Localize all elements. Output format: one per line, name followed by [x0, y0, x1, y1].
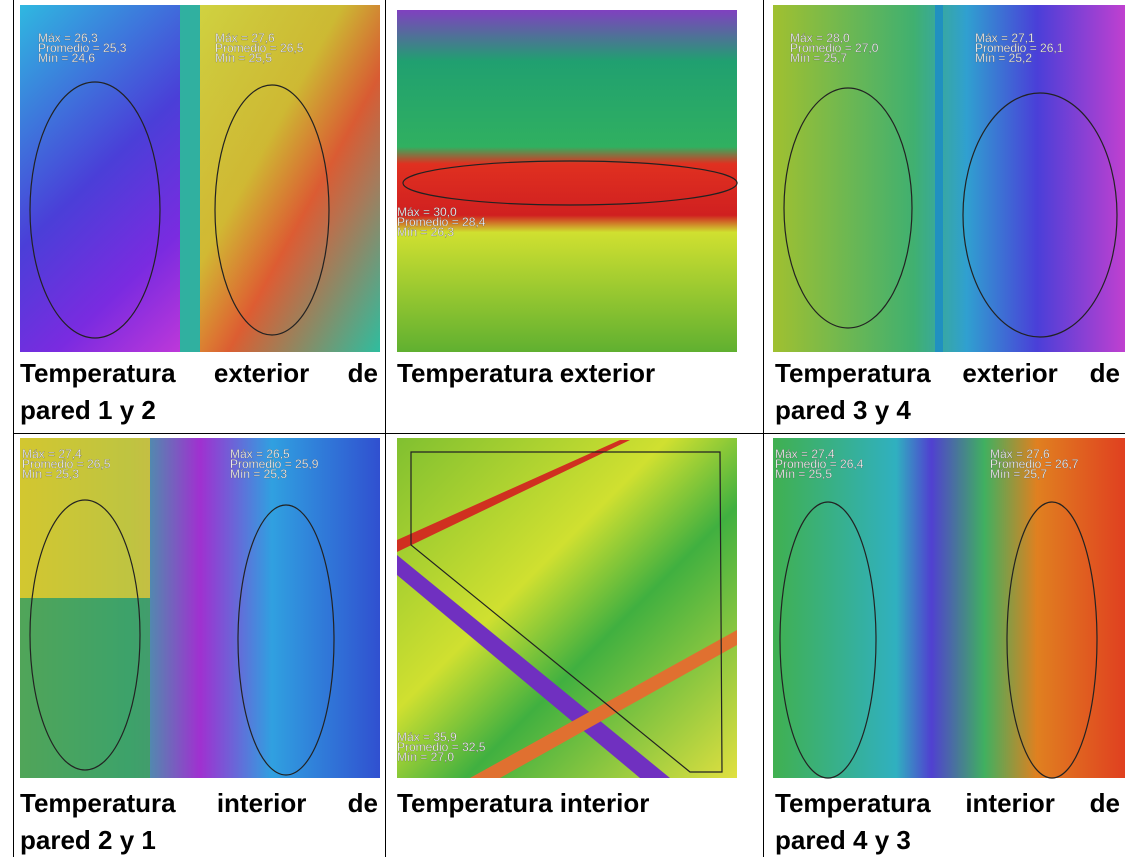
- readout: Máx = 27,1: [975, 31, 1035, 45]
- readout: Mín = 25,5: [215, 51, 272, 65]
- readout: Máx = 27,4: [22, 447, 82, 461]
- measurement-ellipse: [402, 160, 738, 206]
- measurement-ellipse: [779, 501, 877, 779]
- readout: Mín = 25,3: [230, 467, 287, 481]
- readout: Promedio = 32,5: [397, 740, 486, 754]
- measurement-ellipse: [962, 92, 1118, 338]
- readout: Máx = 28,0: [790, 31, 850, 45]
- caption: Temperatura interior de pared 4 y 3: [775, 788, 1120, 855]
- table-borders: [13, 0, 1125, 857]
- readout: Máx = 30,0: [397, 205, 457, 219]
- measurement-ellipse: [214, 84, 330, 336]
- measurement-ellipse: [1006, 501, 1098, 779]
- readout: Mín = 24,6: [38, 51, 95, 65]
- caption: Temperatura exterior de pared 3 y 4: [775, 358, 1120, 425]
- readout: Mín = 25,3: [22, 467, 79, 481]
- readout: Promedio = 26,5: [22, 457, 111, 471]
- thermal-region: [20, 598, 150, 778]
- readout: Promedio = 26,5: [215, 41, 304, 55]
- measurement-polygon: [410, 451, 723, 773]
- thermal-images: [20, 5, 1125, 778]
- readout: Máx = 27,4: [775, 447, 835, 461]
- readout: Máx = 35,9: [397, 730, 457, 744]
- thermal-region: [470, 630, 737, 778]
- caption: Temperatura interior de pared 2 y 1: [20, 788, 378, 855]
- readout: Mín = 25,5: [775, 467, 832, 481]
- readout: Promedio = 25,9: [230, 457, 319, 471]
- thermal-region: [20, 438, 150, 598]
- readout: Máx = 26,5: [230, 447, 290, 461]
- readout: Promedio = 26,7: [990, 457, 1079, 471]
- measurement-ellipse: [29, 499, 141, 771]
- measurement-ellipse: [237, 504, 335, 776]
- measurement-ellipse: [29, 81, 161, 339]
- readout: Mín = 27,0: [397, 750, 454, 764]
- readout: Promedio = 26,4: [775, 457, 864, 471]
- readout: Mín = 25,7: [990, 467, 1047, 481]
- readout: Mín = 25,7: [790, 51, 847, 65]
- thermal-region: [190, 5, 380, 352]
- measurement-ellipse: [783, 87, 913, 329]
- caption: Temperatura exterior de pared 1 y 2: [20, 358, 378, 425]
- readout: Mín = 25,2: [975, 51, 1032, 65]
- thermal-image: [397, 10, 737, 352]
- thermal-region: [180, 5, 200, 352]
- thermal-region: [397, 555, 670, 778]
- thermal-region: [397, 440, 630, 552]
- caption: Temperatura interior: [397, 788, 650, 818]
- readout: Promedio = 26,1: [975, 41, 1064, 55]
- readout: Máx = 27,6: [990, 447, 1050, 461]
- thermal-image: [773, 5, 1125, 352]
- readout: Promedio = 25,3: [38, 41, 127, 55]
- overlays: [29, 81, 1118, 779]
- readout: Mín = 26,3: [397, 225, 454, 239]
- readout: Promedio = 28,4: [397, 215, 486, 229]
- thermal-region: [935, 5, 943, 352]
- readout: Máx = 26,3: [38, 31, 98, 45]
- readout: Promedio = 27,0: [790, 41, 879, 55]
- thermal-image: [773, 438, 1125, 778]
- readout: Máx = 27,6: [215, 31, 275, 45]
- caption: Temperatura exterior: [397, 358, 656, 388]
